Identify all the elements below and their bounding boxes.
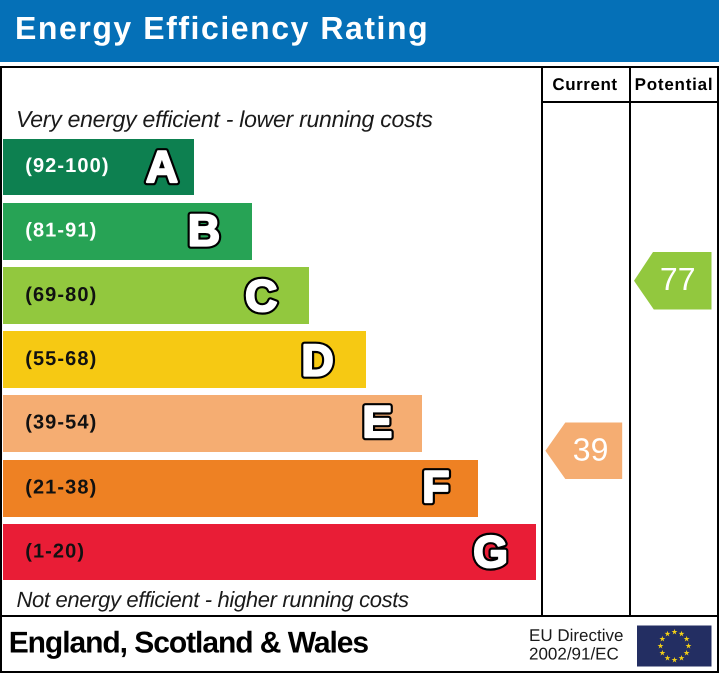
svg-text:D: D — [302, 337, 334, 386]
svg-text:EU Directive: EU Directive — [529, 626, 623, 645]
svg-text:Very energy efficient - lower: Very energy efficient - lower running co… — [16, 106, 433, 132]
svg-text:B: B — [188, 206, 220, 255]
svg-text:77: 77 — [660, 261, 696, 297]
svg-text:A: A — [146, 143, 178, 192]
svg-text:Current: Current — [552, 75, 617, 94]
svg-text:(55-68): (55-68) — [25, 348, 97, 370]
svg-text:E: E — [362, 398, 392, 447]
svg-text:39: 39 — [573, 431, 609, 467]
svg-text:(69-80): (69-80) — [25, 284, 97, 306]
svg-text:(39-54): (39-54) — [25, 412, 97, 434]
svg-text:Not energy efficient - higher: Not energy efficient - higher running co… — [17, 587, 410, 612]
svg-text:F: F — [422, 463, 449, 512]
svg-text:(1-20): (1-20) — [25, 540, 85, 562]
svg-text:D: D — [302, 337, 334, 386]
svg-text:(92-100): (92-100) — [25, 155, 109, 177]
svg-text:(81-91): (81-91) — [25, 220, 97, 242]
svg-text:G: G — [473, 528, 508, 577]
svg-text:G: G — [473, 528, 508, 577]
svg-text:A: A — [146, 143, 178, 192]
svg-text:2002/91/EC: 2002/91/EC — [529, 645, 619, 664]
svg-text:Potential: Potential — [635, 75, 714, 94]
svg-text:B: B — [188, 206, 220, 255]
svg-text:E: E — [362, 398, 392, 447]
svg-text:(21-38): (21-38) — [25, 477, 97, 499]
svg-text:C: C — [245, 272, 277, 321]
svg-text:Energy Efficiency Rating: Energy Efficiency Rating — [15, 10, 429, 46]
svg-text:F: F — [422, 463, 449, 512]
svg-text:England, Scotland & Wales: England, Scotland & Wales — [9, 627, 369, 660]
svg-text:C: C — [245, 272, 277, 321]
